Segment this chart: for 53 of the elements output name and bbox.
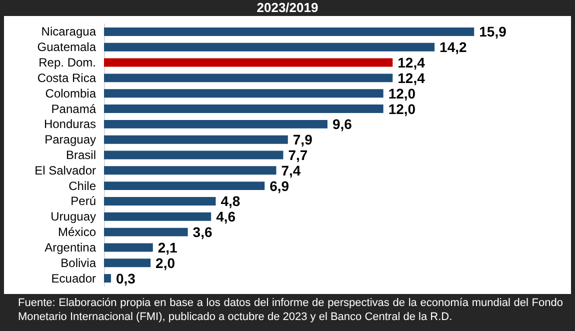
bar — [104, 166, 276, 175]
bar — [104, 120, 328, 128]
bar — [104, 243, 153, 252]
source-note: Fuente: Elaboración propia en base a los datos del informe de perspectivas de la economía mundial del Fondo Monetario Internacional (FMI), publicado a octubre de 2023 y el Banco Central de la R.D. — [18, 296, 563, 324]
y-tick-label: El Salvador — [34, 163, 96, 178]
data-label: 9,6 — [332, 116, 352, 132]
bar — [104, 58, 393, 67]
chart-title: 2023/2019 — [256, 0, 320, 16]
data-label: 3,6 — [192, 224, 212, 240]
y-tick-label: Rep. Dom. — [38, 56, 96, 70]
bar — [104, 196, 216, 206]
y-tick-label: México — [58, 225, 96, 240]
data-label: 14,2 — [440, 39, 468, 56]
bar — [104, 274, 111, 283]
bar — [104, 182, 265, 190]
y-tick-label: Honduras — [44, 117, 96, 132]
y-tick-label: Paraguay — [44, 132, 96, 147]
data-label: 12,0 — [388, 85, 416, 102]
y-tick-label: Panamá — [51, 102, 96, 116]
data-label: 0,3 — [116, 270, 136, 286]
bar — [104, 104, 384, 114]
data-label: 12,4 — [398, 54, 426, 71]
bar — [104, 74, 393, 82]
bar — [104, 150, 284, 160]
data-label: 15,9 — [479, 24, 507, 40]
data-label: 2,1 — [158, 239, 178, 256]
y-tick-label: Colombia — [45, 86, 96, 100]
bar — [104, 258, 151, 268]
y-tick-label: Bolivia — [60, 256, 96, 270]
y-tick-label: Perú — [70, 194, 96, 208]
data-label: 4,6 — [216, 208, 236, 225]
bar — [104, 212, 212, 221]
bar — [104, 228, 188, 236]
data-label: 7,9 — [292, 132, 313, 148]
y-tick-label: Costa Rica — [37, 70, 96, 85]
data-label: 6,9 — [270, 178, 290, 194]
data-label: 2,0 — [156, 254, 176, 271]
bar — [104, 27, 474, 36]
bar — [104, 42, 435, 52]
data-label: 7,4 — [281, 162, 301, 178]
y-tick-label: Guatemala — [37, 40, 96, 54]
data-label: 4,8 — [220, 193, 240, 210]
bar — [104, 135, 288, 144]
y-tick-label: Uruguay — [50, 210, 96, 224]
y-tick-label: Argentina — [44, 240, 96, 254]
y-tick-label: Chile — [68, 178, 96, 193]
y-tick-label: Nicaragua — [41, 24, 96, 39]
data-label: 12,0 — [388, 100, 416, 117]
data-label: 12,4 — [398, 70, 426, 86]
y-tick-label: Brasil — [66, 148, 96, 162]
bar — [104, 89, 384, 98]
data-label: 7,7 — [288, 147, 308, 163]
y-tick-label: Ecuador — [51, 271, 96, 286]
